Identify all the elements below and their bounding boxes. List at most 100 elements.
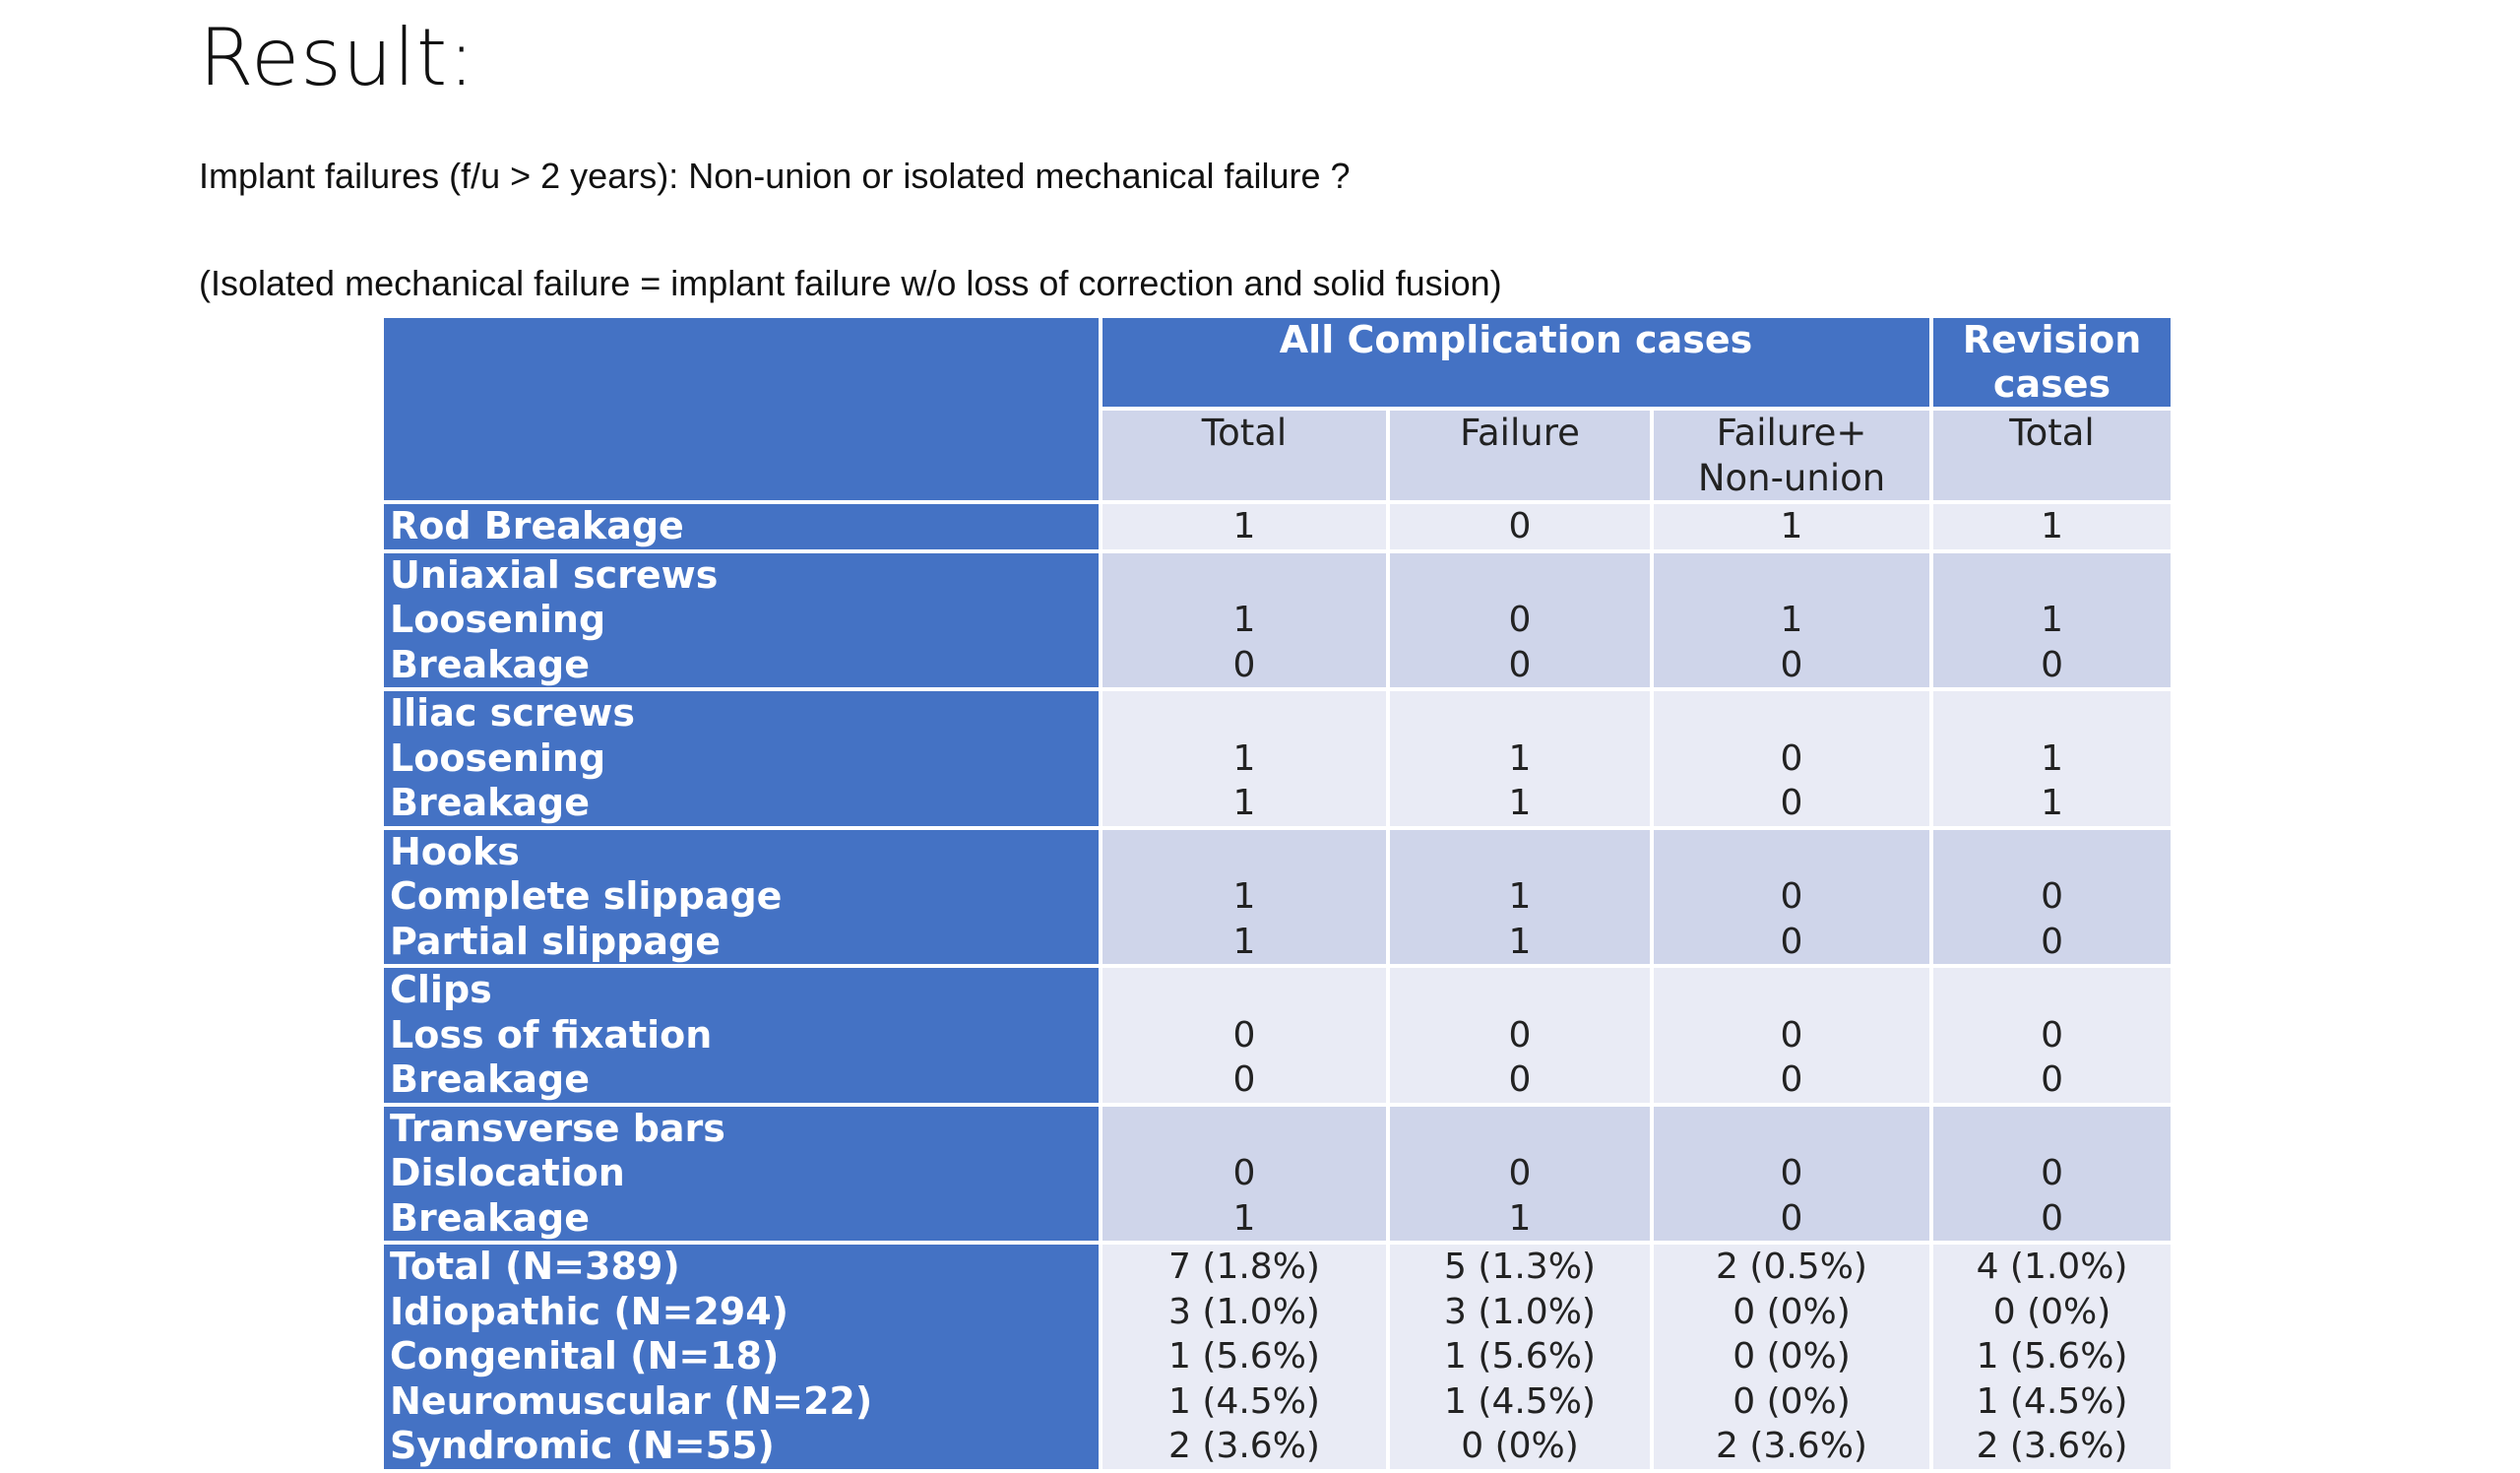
cell-value: 1 (5.6%)	[1976, 1336, 2128, 1377]
cell-value: 3 (1.0%)	[1168, 1291, 1320, 1332]
row-label-cell: Iliac screws Loosening Breakage	[384, 691, 1102, 830]
cell-value: 2 (3.6%)	[1976, 1426, 2128, 1466]
row-label: Idiopathic (N=294)	[390, 1289, 789, 1333]
cell-value: 2 (0.5%)	[1716, 1247, 1867, 1287]
cell-value	[1933, 1107, 2171, 1152]
cell-value	[1654, 830, 1929, 875]
cell-value	[1933, 968, 2171, 1013]
cell-value: 0	[1232, 644, 1256, 685]
row-label-cell: Transverse bars Dislocation Breakage	[384, 1106, 1102, 1245]
cell-value: 0	[1780, 783, 1803, 823]
cell-value	[1102, 691, 1386, 736]
cell-value: 1	[1232, 737, 1256, 779]
table-body: Rod Breakage 1 0 1 1 Uniaxial screws Loosening…	[384, 504, 2172, 1473]
cell-value: 1	[1780, 600, 1803, 640]
cell-value: 0	[2041, 1014, 2063, 1056]
cell-value: 1	[2041, 600, 2063, 640]
value-cell-revision-total: 4 (1.0%) 0 (0%) 1 (5.6%) 1 (4.5%) 2 (3.6%)	[1933, 1245, 2172, 1473]
slide-note: (Isolated mechanical failure = implant f…	[199, 263, 1502, 303]
cell-value	[1102, 968, 1386, 1013]
cell-value: 1	[1508, 1197, 1532, 1239]
cell-value: 1	[2041, 506, 2063, 546]
table-row-group: Total (N=389) Idiopathic (N=294) Congenita…	[384, 1245, 2172, 1473]
cell-value: 0 (0%)	[1732, 1336, 1851, 1377]
row-label: Rod Breakage	[390, 504, 684, 547]
cell-value: 1 (4.5%)	[1168, 1380, 1320, 1422]
cell-value: 2 (3.6%)	[1168, 1426, 1320, 1466]
cell-value	[1933, 691, 2171, 736]
row-label-cell: Uniaxial screws Loosening Breakage	[384, 552, 1102, 691]
cell-value: 7 (1.8%)	[1168, 1247, 1320, 1287]
cell-value	[1102, 1107, 1386, 1152]
row-label: Uniaxial screws	[390, 552, 719, 597]
cell-value: 2 (3.6%)	[1716, 1426, 1867, 1466]
table-row-group: Uniaxial screws Loosening Breakage 1 0 0 0 1 0 1 0	[384, 552, 2172, 691]
cell-value	[1390, 1107, 1650, 1152]
cell-value: 0	[1232, 1059, 1256, 1100]
subheader-revision-total: Total	[1933, 411, 2172, 504]
row-label: Partial slippage	[390, 919, 721, 963]
row-label: Loosening	[390, 598, 606, 641]
value-cell-failure: 5 (1.3%) 3 (1.0%) 1 (5.6%) 1 (4.5%) 0 (0%)	[1390, 1245, 1654, 1473]
value-cell-total: 7 (1.8%) 3 (1.0%) 1 (5.6%) 1 (4.5%) 2 (3.6%)	[1102, 1245, 1390, 1473]
cell-value: 0	[1780, 1197, 1803, 1239]
cell-value: 0	[1232, 1153, 1256, 1193]
row-label-cell: Hooks Complete slippage Partial slippage	[384, 829, 1102, 968]
cell-value	[1654, 691, 1929, 736]
row-label-cell: Clips Loss of fixation Breakage	[384, 968, 1102, 1107]
table-row-group: Transverse bars Dislocation Breakage 0 1 0 1 0 0…	[384, 1106, 2172, 1245]
row-label: Loss of fixation	[390, 1012, 713, 1057]
header-revision-cases: Revision cases	[1933, 318, 2172, 411]
cell-value	[1654, 968, 1929, 1013]
row-label: Breakage	[390, 642, 591, 686]
row-label: Breakage	[390, 1057, 591, 1101]
cell-value: 0	[1508, 1153, 1532, 1193]
cell-value: 0	[1780, 1014, 1803, 1056]
table-row-group: Rod Breakage 1 0 1 1	[384, 504, 2172, 553]
cell-value: 0	[2041, 921, 2063, 962]
cell-value: 0 (0%)	[1732, 1380, 1851, 1422]
cell-value: 1	[2041, 783, 2063, 823]
cell-value: 0	[2041, 1059, 2063, 1100]
cell-value	[1933, 553, 2171, 599]
table-corner	[384, 318, 1102, 504]
implant-failure-table: All Complication cases Revision cases To…	[384, 318, 2172, 1473]
subheader-failure-nonunion: Failure+ Non-union	[1654, 411, 1934, 504]
value-cell-failure: 0	[1390, 504, 1654, 553]
cell-value: 1	[1508, 921, 1532, 962]
cell-value: 0	[1508, 644, 1532, 685]
cell-value: 0 (0%)	[1732, 1291, 1851, 1332]
cell-value	[1933, 830, 2171, 875]
cell-value: 1	[2041, 737, 2063, 779]
cell-value: 3 (1.0%)	[1444, 1291, 1596, 1332]
cell-value: 0 (0%)	[1461, 1426, 1579, 1466]
cell-value: 0	[2041, 876, 2063, 917]
slide-title: Result:	[199, 12, 476, 103]
row-label-cell: Total (N=389) Idiopathic (N=294) Congenita…	[384, 1245, 1102, 1473]
cell-value: 1	[1232, 1197, 1256, 1239]
cell-value: 0	[1508, 600, 1532, 640]
cell-value	[1654, 553, 1929, 599]
slide-subtitle: Implant failures (f/u > 2 years): Non-un…	[199, 156, 1351, 196]
cell-value	[1390, 830, 1650, 875]
cell-value	[1390, 691, 1650, 736]
table-row-group: Clips Loss of fixation Breakage 0 0 0 0 0 0 0 0	[384, 968, 2172, 1107]
row-label: Congenital (N=18)	[390, 1334, 780, 1377]
cell-value: 0	[1780, 921, 1803, 962]
cell-value: 0	[1508, 1059, 1532, 1100]
cell-value: 0	[1232, 1014, 1256, 1056]
row-label: Dislocation	[390, 1151, 625, 1194]
